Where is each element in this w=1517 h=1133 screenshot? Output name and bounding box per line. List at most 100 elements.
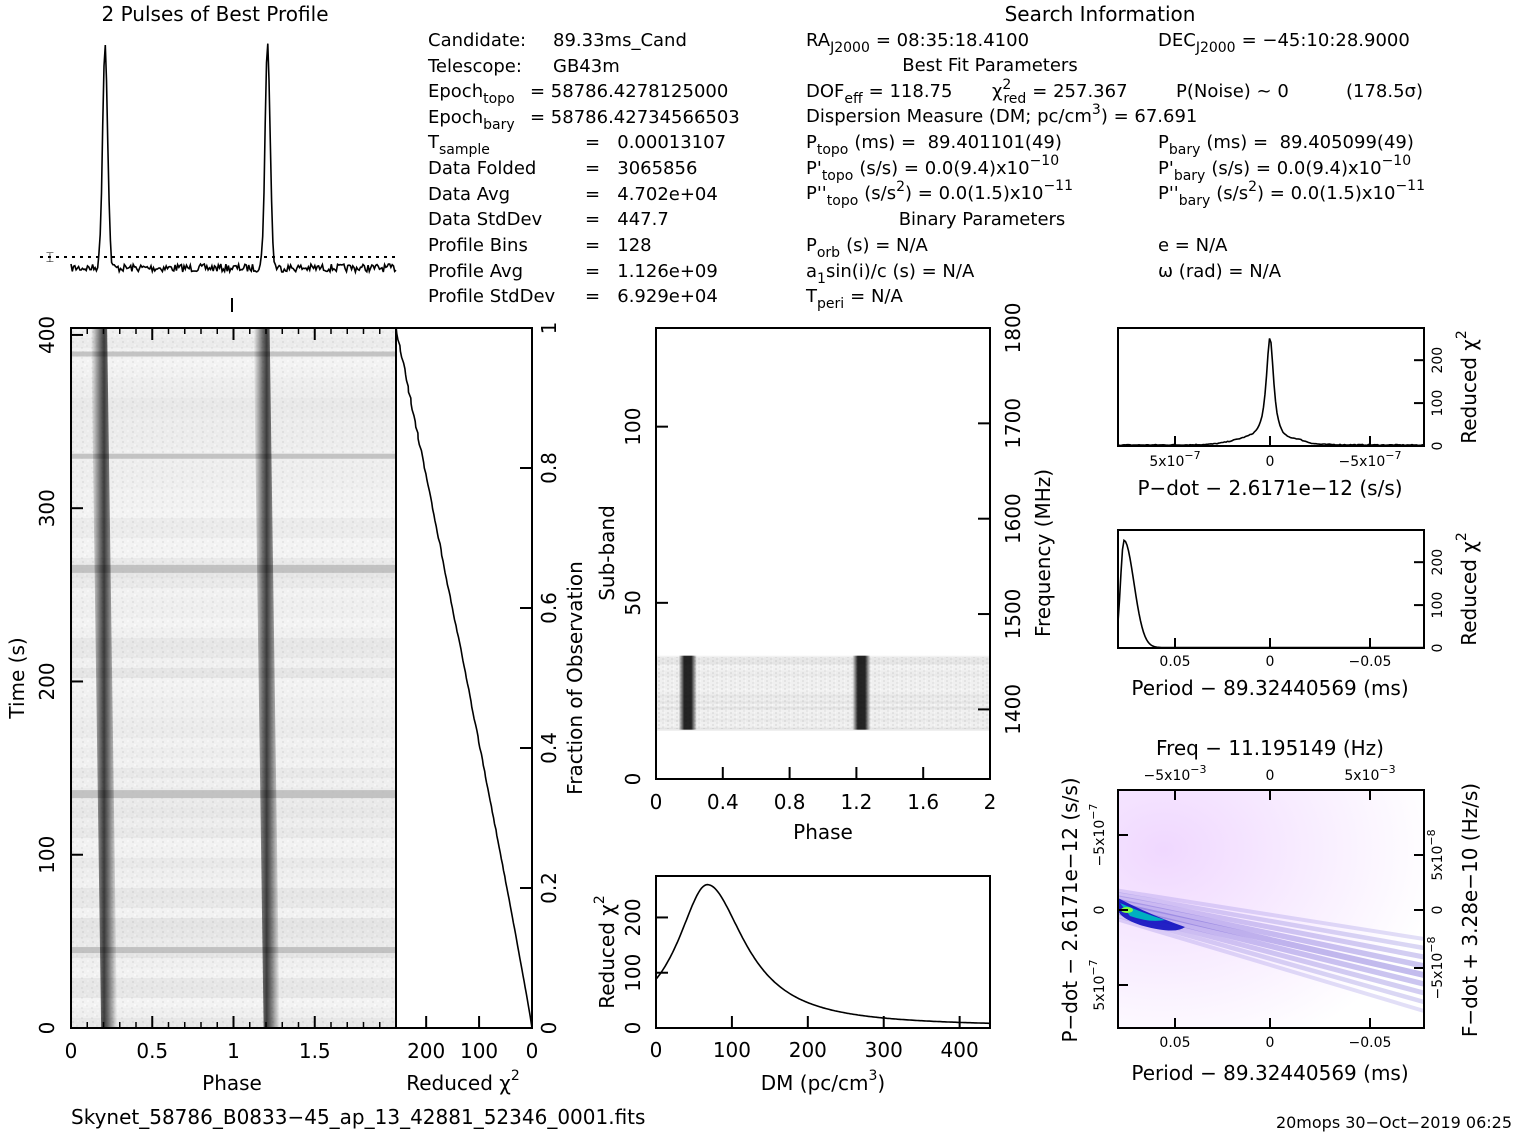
footer-filename: Skynet_58786_B0833−45_ap_13_42881_52346_… <box>71 1105 645 1129</box>
x-tick-label: 1 <box>227 1039 240 1063</box>
y-tick-label: 0 <box>621 1022 645 1035</box>
time-phase-row <box>71 408 396 418</box>
p-pdot-streak <box>1117 902 1425 978</box>
time-phase-row <box>71 738 396 748</box>
y-tick-label-right: 200 <box>1430 347 1446 374</box>
time-phase-row <box>71 508 396 518</box>
p-pdot-peak-outer <box>1118 898 1185 931</box>
time-phase-row <box>71 608 396 618</box>
x-tick-label: 300 <box>865 1038 903 1062</box>
x-tick-label: 1.5 <box>299 1039 331 1063</box>
time-phase-band <box>71 790 396 799</box>
time-phase-row <box>71 388 396 398</box>
y-tick-label: 0 <box>621 773 645 786</box>
profile-line <box>70 43 397 275</box>
search-info: RAJ2000 = 08:35:18.4100 DECJ2000 = −45:10:… <box>805 30 1425 312</box>
y-tick-label-right: 0.6 <box>537 592 561 624</box>
x-tick-label: 0 <box>650 790 663 814</box>
y-tick-label-right: 200 <box>1430 549 1446 576</box>
data-avg-value: = 4.702e+04 <box>585 184 718 205</box>
x-tick-label: 100 <box>460 1039 498 1063</box>
x-tick-label: 5x10−7 <box>1149 449 1200 470</box>
time-phase-row <box>71 498 396 508</box>
p-pdot-ylabel-right: F−dot + 3.28e−10 (Hz/s) <box>1458 783 1482 1037</box>
x-tick-label: 0.05 <box>1159 1035 1190 1051</box>
epoch-topo-label: Epochtopo <box>428 81 515 107</box>
time-chi2-frame <box>395 327 533 1029</box>
subband-rows <box>656 655 990 731</box>
x-tick-label: 0 <box>1266 1035 1275 1051</box>
time-phase-row <box>71 358 396 368</box>
period-chi2-frame <box>1117 529 1425 649</box>
time-phase-row <box>71 928 396 938</box>
time-phase-row <box>71 638 396 648</box>
subband-row <box>656 700 990 704</box>
profile-avg-label: Profile Avg <box>428 261 523 282</box>
time-phase-row <box>71 748 396 758</box>
x-tick-label: 200 <box>407 1039 445 1063</box>
x-tick-label: 0 <box>526 1039 539 1063</box>
tperi-line: Tperi = N/A <box>805 286 903 312</box>
time-chi2-panel: 200 100 0 0 0.2 0.4 0.6 0.8 1 Reduced χ2 Fractio… <box>395 322 587 1095</box>
dm-line: Dispersion Measure (DM; pc/cm3) = 67.691 <box>806 102 1197 127</box>
subband-row <box>656 709 990 713</box>
time-phase-row <box>71 868 396 878</box>
subband-row <box>656 688 990 692</box>
period-xlabel: Period − 89.32440569 (ms) <box>1131 676 1408 700</box>
epoch-bary-value: = 58786.42734566503 <box>530 107 740 128</box>
time-phase-row <box>71 918 396 928</box>
data-folded-value: = 3065856 <box>585 158 697 179</box>
p-pdot-background <box>1118 790 1424 1028</box>
y-tick-label-right: 5x10−8 <box>1425 829 1446 880</box>
profile-plot: ⌶ <box>40 43 398 275</box>
y-tick-label-right: 1800 <box>1001 303 1025 354</box>
time-phase-row <box>71 338 396 348</box>
pddot-topo-line: P''topo (s/s2) = 0.0(1.5)x10−11 <box>806 178 1073 209</box>
subband-row <box>656 661 990 665</box>
pdot-topo-line: P'topo (s/s) = 0.0(9.4)x10−10 <box>806 153 1059 184</box>
candidate-label: Candidate: <box>428 30 526 51</box>
data-stddev-value: = 447.7 <box>585 209 669 230</box>
x-tick-label: −5x10−7 <box>1339 449 1402 470</box>
sigma-value: (178.5σ) <box>1346 81 1423 102</box>
subband-pulses <box>678 655 871 730</box>
x-tick-label: 200 <box>789 1038 827 1062</box>
subband-row <box>656 706 990 710</box>
pulse-track <box>91 328 118 1028</box>
time-phase-row <box>71 668 396 678</box>
time-phase-row <box>71 798 396 808</box>
time-phase-row <box>71 378 396 388</box>
time-phase-row <box>71 568 396 578</box>
time-phase-row <box>71 688 396 698</box>
x-tick-label: −0.05 <box>1349 1035 1392 1051</box>
top-tick-label: 0 <box>1266 768 1275 784</box>
tsample-value: = 0.00013107 <box>585 132 726 153</box>
period-ylabel-right: Reduced χ2 <box>1454 532 1481 646</box>
time-phase-background <box>71 328 396 1028</box>
x-tick-label: 1.6 <box>907 790 939 814</box>
data-stddev-label: Data StdDev <box>428 209 543 230</box>
y-tick-label-right: 1400 <box>1001 684 1025 735</box>
pdot-chi2-panel: 5x10−7 0 −5x10−7 0 100 200 P−dot − 2.6171e−12… <box>1117 327 1481 500</box>
time-phase-row <box>71 768 396 778</box>
y-tick-label: 100 <box>35 836 59 874</box>
best-fit-title: Best Fit Parameters <box>902 55 1077 76</box>
epoch-topo-value: = 58786.4278125000 <box>530 81 728 102</box>
omega-line: ω (rad) = N/A <box>1158 261 1282 282</box>
pdot-xlabel: P−dot − 2.6171e−12 (s/s) <box>1137 476 1402 500</box>
data-folded-label: Data Folded <box>428 158 536 179</box>
profile-title: 2 Pulses of Best Profile <box>102 2 329 26</box>
p-pdot-peak-mid <box>1120 903 1165 921</box>
subband-row <box>656 679 990 683</box>
subband-row <box>656 697 990 701</box>
y-tick-label: 300 <box>35 489 59 527</box>
dec-label: DECJ2000 = −45:10:28.9000 <box>1158 30 1410 56</box>
x-tick-label: 100 <box>713 1038 751 1062</box>
time-phase-xlabel: Phase <box>202 1071 262 1095</box>
pdot-chi2-line <box>1118 338 1425 447</box>
subband-row <box>656 670 990 674</box>
time-phase-row <box>71 678 396 688</box>
subband-row <box>656 655 990 659</box>
time-phase-row <box>71 908 396 918</box>
time-phase-row <box>71 458 396 468</box>
